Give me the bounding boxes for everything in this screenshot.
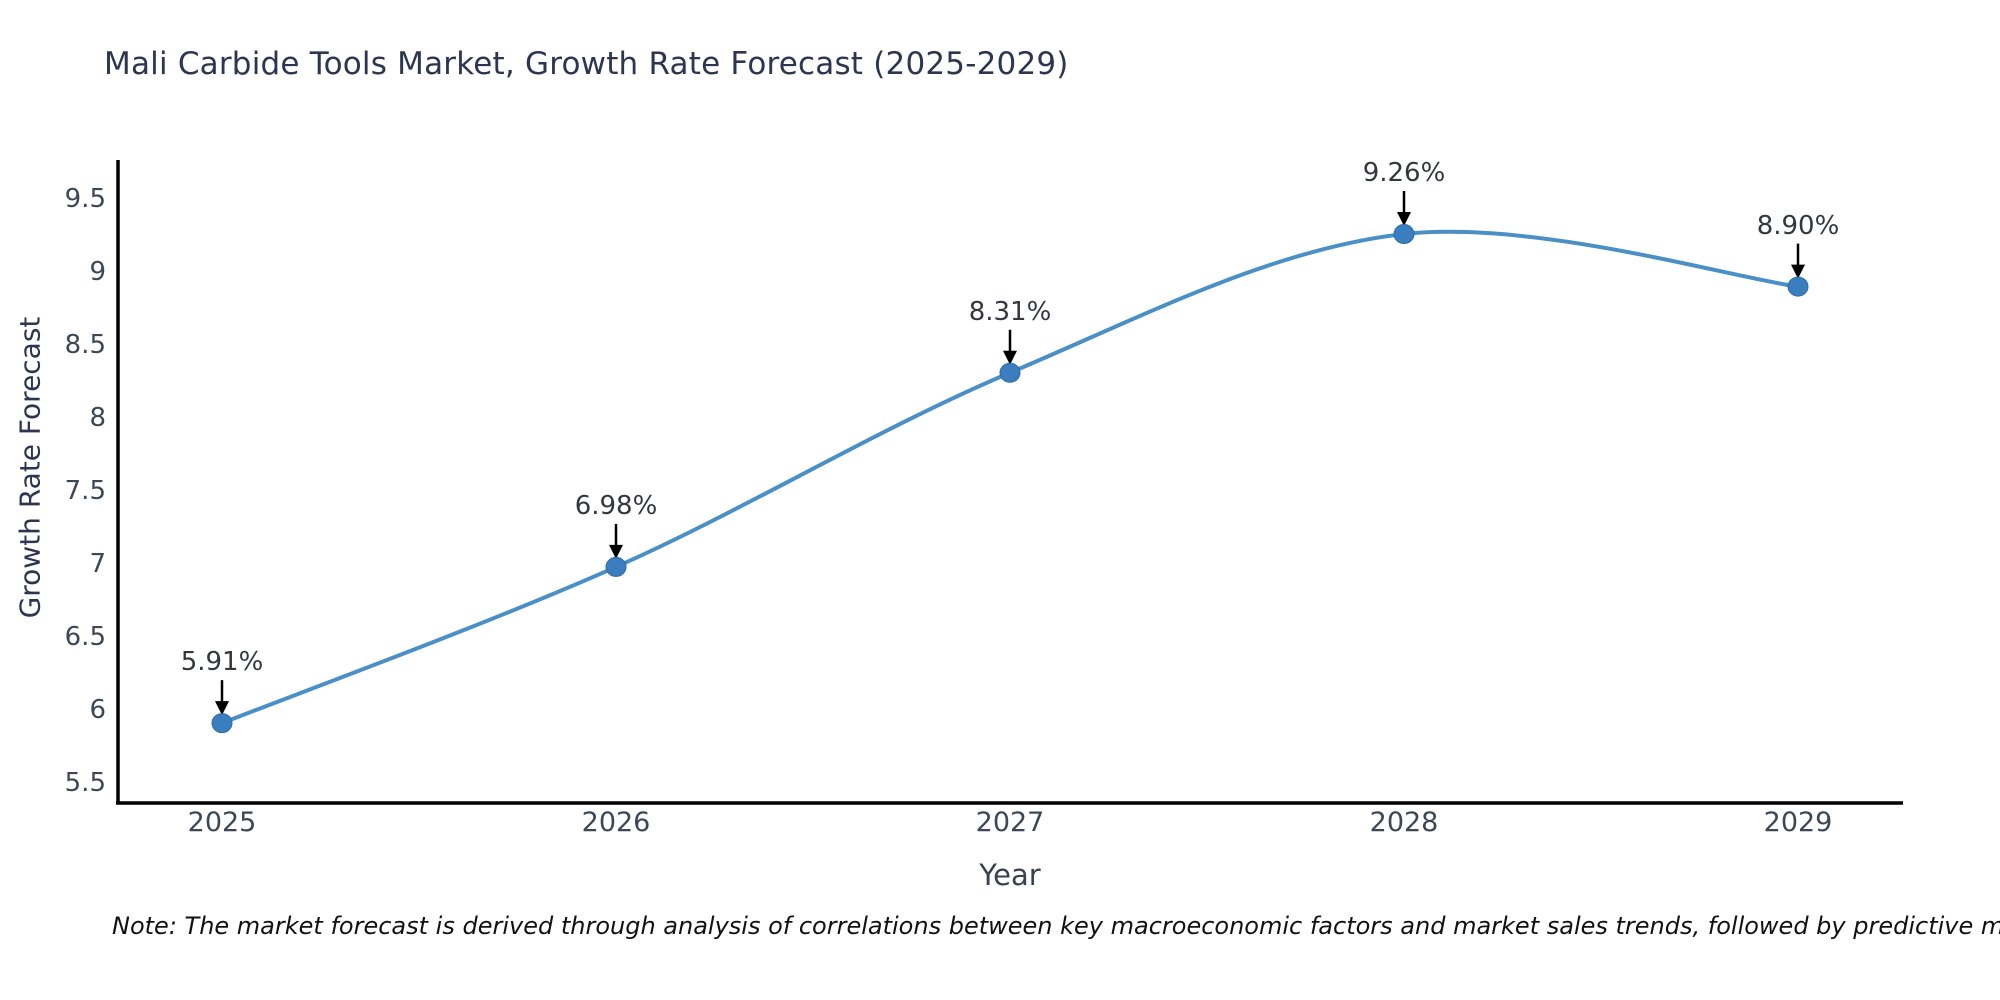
y-tick-label: 6.5 [64, 622, 106, 652]
data-point-marker [1393, 224, 1415, 245]
x-tick-label: 2027 [975, 807, 1045, 838]
x-tick-label: 2029 [1763, 807, 1833, 838]
y-tick-label: 6 [89, 695, 106, 725]
data-point-marker [1787, 276, 1809, 297]
data-point-marker [999, 362, 1021, 383]
chart-title: Mali Carbide Tools Market, Growth Rate F… [104, 46, 1069, 82]
data-point-marker [211, 713, 233, 734]
point-value-label: 8.31% [968, 296, 1052, 327]
x-tick-label: 2026 [581, 807, 651, 838]
y-tick-label: 8.5 [64, 330, 106, 360]
y-tick-label: 9.5 [64, 184, 106, 214]
annotation-arrow-head [1003, 350, 1017, 365]
point-value-label: 6.98% [574, 490, 658, 521]
y-tick-label: 8 [89, 403, 106, 433]
y-tick-label: 5.5 [64, 768, 106, 798]
annotation-arrow-head [609, 544, 623, 559]
y-tick-label: 9 [89, 257, 106, 287]
x-tick-label: 2025 [187, 807, 257, 838]
annotation-arrow-head [215, 701, 229, 716]
annotation-arrow-head [1397, 212, 1411, 227]
point-value-label: 5.91% [180, 647, 264, 678]
y-tick-label: 7 [89, 549, 106, 579]
footnote: Note: The market forecast is derived thr… [112, 912, 2000, 940]
x-tick-label: 2028 [1369, 807, 1439, 838]
data-point-marker [605, 556, 627, 577]
annotation-arrow-head [1791, 264, 1805, 279]
y-tick-label: 7.5 [64, 476, 106, 506]
x-axis-title: Year [979, 858, 1041, 892]
point-value-label: 9.26% [1362, 158, 1446, 189]
point-value-label: 8.90% [1756, 210, 1840, 241]
